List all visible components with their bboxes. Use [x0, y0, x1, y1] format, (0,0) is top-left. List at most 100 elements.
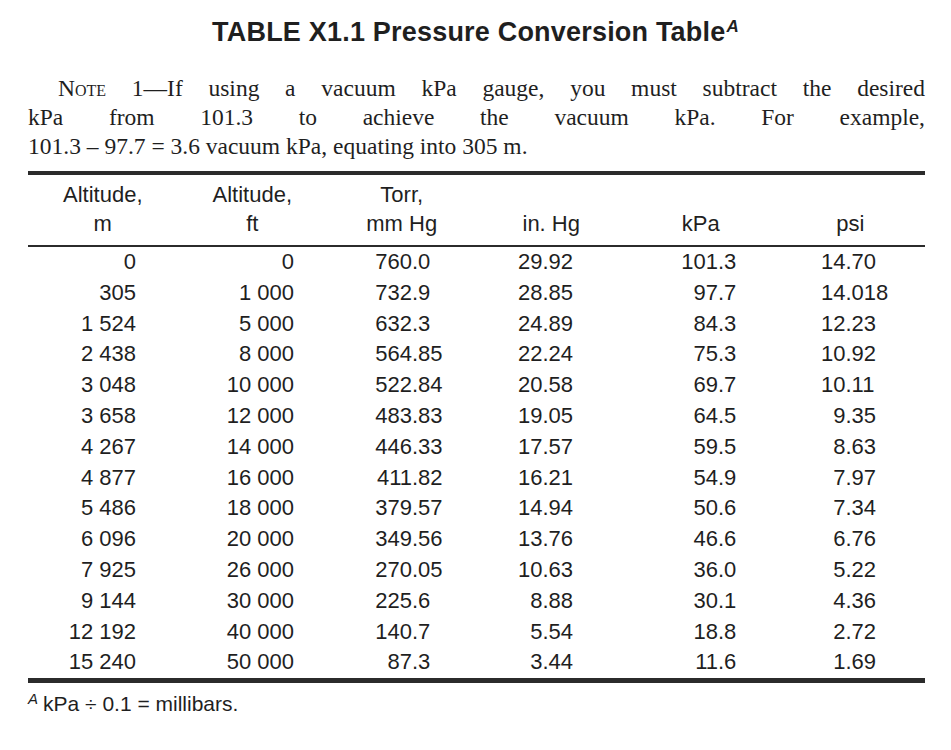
table-cell: 10.11 [776, 370, 926, 401]
note-text: 1—If using a vacuum kPa gauge, you must … [106, 75, 925, 101]
table-cell: 14.70 [776, 246, 926, 278]
table-row: 00760.029.92101.314.70 [28, 246, 925, 278]
table-cell: 14.018 [776, 278, 926, 309]
table-row: 4 26714 000446.3317.5759.58.63 [28, 432, 925, 463]
table-cell: 1.69 [776, 647, 926, 680]
table-cell: 8.63 [776, 432, 926, 463]
table-cell: 10.92 [776, 339, 926, 370]
column-header: psi [776, 173, 926, 246]
table-cell: 225.6 [327, 586, 477, 617]
table-cell: 379.57 [327, 493, 477, 524]
table-cell: 140.7 [327, 617, 477, 648]
table-cell: 19.05 [477, 401, 627, 432]
table-row: 3051 000732.928.8597.714.018 [28, 278, 925, 309]
table-cell: 26 000 [178, 555, 328, 586]
table-cell: 270.05 [327, 555, 477, 586]
table-cell: 3.44 [477, 647, 627, 680]
table-cell: 2 438 [28, 339, 178, 370]
table-cell: 6 096 [28, 524, 178, 555]
table-row: 4 87716 000411.8216.2154.97.97 [28, 463, 925, 494]
table-cell: 30.1 [626, 586, 776, 617]
table-cell: 7 925 [28, 555, 178, 586]
table-cell: 10.63 [477, 555, 627, 586]
table-cell: 28.85 [477, 278, 627, 309]
column-header: kPa [626, 173, 776, 246]
table-footnote: AkPa ÷ 0.1 = millibars. [28, 691, 951, 719]
table-cell: 732.9 [327, 278, 477, 309]
table-cell: 59.5 [626, 432, 776, 463]
table-row: 3 04810 000522.8420.5869.710.11 [28, 370, 925, 401]
table-row: 15 24050 00087.33.4411.61.69 [28, 647, 925, 680]
table-cell: 760.0 [327, 246, 477, 278]
table-cell: 15 240 [28, 647, 178, 680]
table-cell: 0 [178, 246, 328, 278]
table-cell: 87.3 [327, 647, 477, 680]
table-cell: 4 267 [28, 432, 178, 463]
table-cell: 36.0 [626, 555, 776, 586]
table-cell: 10 000 [178, 370, 328, 401]
table-cell: 12 000 [178, 401, 328, 432]
table-cell: 69.7 [626, 370, 776, 401]
table-cell: 5.22 [776, 555, 926, 586]
column-header: in. Hg [477, 173, 627, 246]
table-row: 9 14430 000225.68.8830.14.36 [28, 586, 925, 617]
table-cell: 9 144 [28, 586, 178, 617]
table-cell: 349.56 [327, 524, 477, 555]
table-cell: 29.92 [477, 246, 627, 278]
table-row: 2 4388 000564.8522.2475.310.92 [28, 339, 925, 370]
table-cell: 18.8 [626, 617, 776, 648]
table-row: 12 19240 000140.75.5418.82.72 [28, 617, 925, 648]
table-cell: 6.76 [776, 524, 926, 555]
table-cell: 12 192 [28, 617, 178, 648]
table-cell: 11.6 [626, 647, 776, 680]
table-cell: 13.76 [477, 524, 627, 555]
footnote-ref: A [28, 690, 38, 707]
table-row: 6 09620 000349.5613.7646.66.76 [28, 524, 925, 555]
table-cell: 101.3 [626, 246, 776, 278]
table-cell: 50.6 [626, 493, 776, 524]
note-line: kPa from 101.3 to achieve the vacuum kPa… [28, 103, 925, 132]
table-cell: 16 000 [178, 463, 328, 494]
table-cell: 3 658 [28, 401, 178, 432]
table-cell: 8.88 [477, 586, 627, 617]
table-cell: 54.9 [626, 463, 776, 494]
table-cell: 20 000 [178, 524, 328, 555]
table-cell: 483.83 [327, 401, 477, 432]
table-header: Altitude,mAltitude,ftTorr,mm Hgin. HgkPa… [28, 173, 925, 246]
table-cell: 305 [28, 278, 178, 309]
table-cell: 446.33 [327, 432, 477, 463]
column-header: Altitude,ft [178, 173, 328, 246]
note-line: 101.3 – 97.7 = 3.6 vacuum kPa, equating … [28, 132, 925, 161]
table-cell: 1 524 [28, 309, 178, 340]
table-cell: 0 [28, 246, 178, 278]
table-cell: 5.54 [477, 617, 627, 648]
table-cell: 3 048 [28, 370, 178, 401]
table-row: 5 48618 000379.5714.9450.67.34 [28, 493, 925, 524]
table-cell: 411.82 [327, 463, 477, 494]
table-cell: 7.34 [776, 493, 926, 524]
table-title-text: TABLE X1.1 Pressure Conversion Table [212, 17, 725, 47]
table-cell: 8 000 [178, 339, 328, 370]
table-cell: 84.3 [626, 309, 776, 340]
table-cell: 1 000 [178, 278, 328, 309]
table-cell: 30 000 [178, 586, 328, 617]
table-row: 3 65812 000483.8319.0564.59.35 [28, 401, 925, 432]
table-cell: 5 486 [28, 493, 178, 524]
table-cell: 20.58 [477, 370, 627, 401]
table-row: 7 92526 000270.0510.6336.05.22 [28, 555, 925, 586]
table-cell: 9.35 [776, 401, 926, 432]
table-cell: 50 000 [178, 647, 328, 680]
note-paragraph: Note 1—If using a vacuum kPa gauge, you … [28, 74, 925, 161]
table-cell: 12.23 [776, 309, 926, 340]
table-cell: 4.36 [776, 586, 926, 617]
table-cell: 17.57 [477, 432, 627, 463]
pressure-conversion-table: Altitude,mAltitude,ftTorr,mm Hgin. HgkPa… [28, 171, 925, 683]
column-header: Torr,mm Hg [327, 173, 477, 246]
document-page: TABLE X1.1 Pressure Conversion Table A No… [0, 0, 951, 750]
table-cell: 16.21 [477, 463, 627, 494]
table-cell: 4 877 [28, 463, 178, 494]
column-header: Altitude,m [28, 173, 178, 246]
table-cell: 5 000 [178, 309, 328, 340]
header-row: Altitude,mAltitude,ftTorr,mm Hgin. HgkPa… [28, 173, 925, 246]
table-cell: 64.5 [626, 401, 776, 432]
